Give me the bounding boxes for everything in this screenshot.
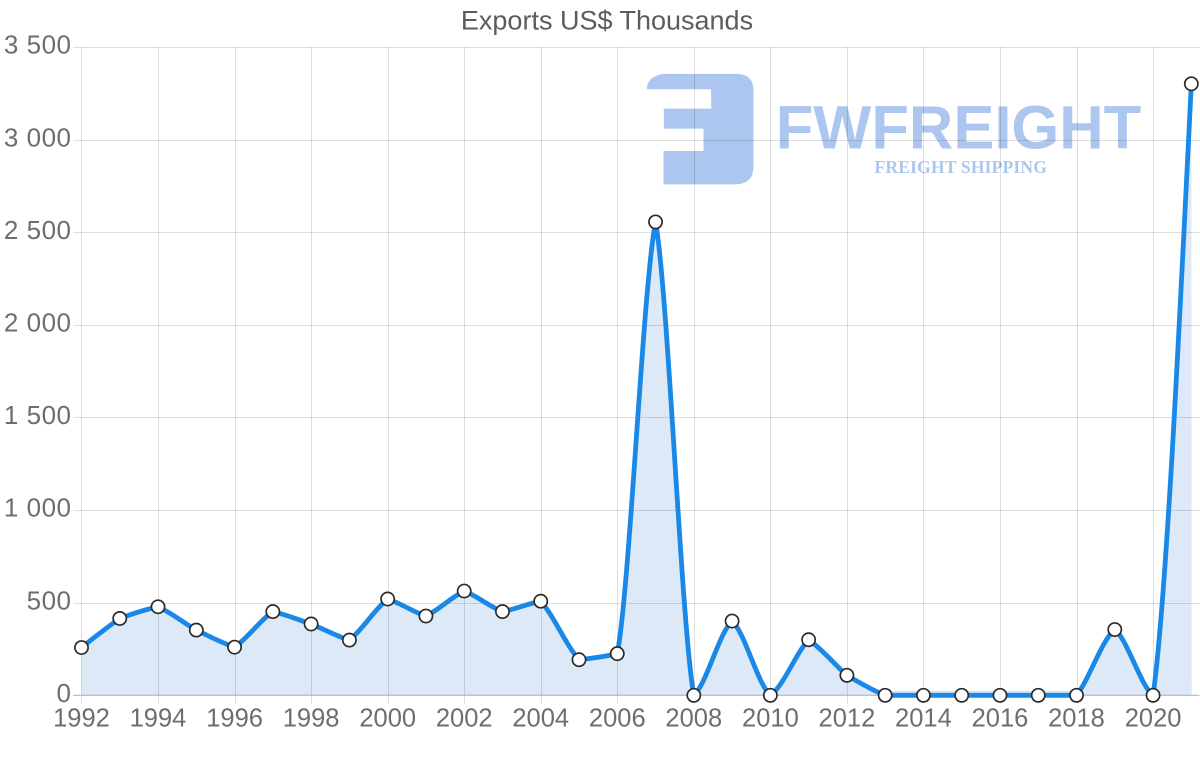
svg-text:1998: 1998 — [283, 705, 340, 733]
svg-text:2016: 2016 — [972, 705, 1029, 733]
svg-text:1 500: 1 500 — [4, 400, 72, 430]
svg-text:3 000: 3 000 — [4, 122, 72, 152]
svg-text:1994: 1994 — [130, 705, 187, 733]
svg-text:2010: 2010 — [742, 705, 799, 733]
svg-text:Exports US$ Thousands: Exports US$ Thousands — [461, 6, 753, 36]
svg-text:0: 0 — [57, 678, 72, 708]
svg-text:2 000: 2 000 — [4, 308, 72, 338]
svg-text:2002: 2002 — [436, 705, 493, 733]
svg-text:2 500: 2 500 — [4, 215, 72, 245]
svg-text:1996: 1996 — [206, 705, 263, 733]
svg-text:FWFREIGHT: FWFREIGHT — [776, 94, 1142, 163]
svg-text:2014: 2014 — [895, 705, 952, 733]
svg-text:2000: 2000 — [359, 705, 416, 733]
svg-text:500: 500 — [27, 585, 72, 615]
svg-text:3 500: 3 500 — [4, 30, 72, 60]
svg-text:2008: 2008 — [665, 705, 722, 733]
svg-text:2012: 2012 — [819, 705, 876, 733]
svg-text:1 000: 1 000 — [4, 493, 72, 523]
svg-text:2004: 2004 — [512, 705, 569, 733]
svg-text:FREIGHT SHIPPING: FREIGHT SHIPPING — [875, 157, 1048, 177]
svg-text:2020: 2020 — [1125, 705, 1182, 733]
svg-text:2018: 2018 — [1048, 705, 1105, 733]
svg-text:2006: 2006 — [589, 705, 646, 733]
svg-text:1992: 1992 — [53, 705, 110, 733]
